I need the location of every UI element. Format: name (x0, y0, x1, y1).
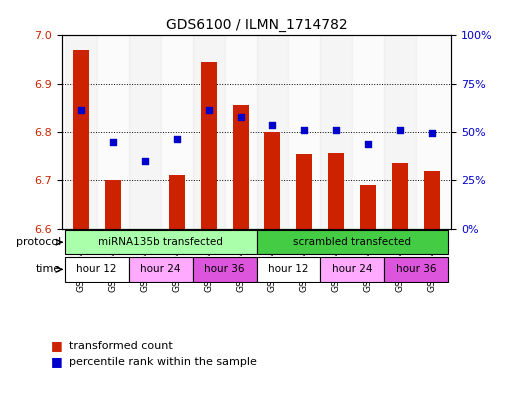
Point (300, 127, 308, 133)
FancyBboxPatch shape (384, 257, 448, 282)
Bar (321, 35, 352, 229)
Bar (392, 163, 408, 229)
Bar (424, 171, 440, 229)
Text: percentile rank within the sample: percentile rank within the sample (69, 356, 257, 367)
Bar (73, 50, 89, 229)
Bar (384, 35, 416, 229)
Point (172, 136, 181, 142)
Text: miRNA135b transfected: miRNA135b transfected (98, 237, 223, 247)
FancyBboxPatch shape (192, 257, 256, 282)
Text: ■: ■ (51, 355, 63, 368)
Bar (105, 180, 121, 229)
Bar (297, 154, 312, 229)
Bar (201, 62, 216, 229)
Point (205, 107, 213, 114)
Bar (169, 175, 185, 229)
Text: GDS6100 / ILMN_1714782: GDS6100 / ILMN_1714782 (166, 18, 347, 32)
Bar (360, 185, 377, 229)
Bar (288, 35, 321, 229)
Text: hour 36: hour 36 (396, 264, 437, 274)
Bar (352, 35, 384, 229)
Bar (256, 35, 288, 229)
Text: ■: ■ (51, 339, 63, 353)
FancyBboxPatch shape (129, 257, 192, 282)
Point (364, 141, 372, 147)
FancyBboxPatch shape (65, 230, 256, 254)
Point (396, 127, 404, 133)
Bar (129, 35, 161, 229)
Point (428, 130, 437, 137)
Text: hour 12: hour 12 (76, 264, 117, 274)
Text: protocol: protocol (16, 237, 61, 247)
Bar (65, 35, 97, 229)
Text: hour 24: hour 24 (141, 264, 181, 274)
Bar (416, 35, 448, 229)
FancyBboxPatch shape (321, 257, 384, 282)
Bar (232, 105, 248, 229)
Text: hour 24: hour 24 (332, 264, 372, 274)
Bar (161, 35, 192, 229)
Bar (265, 132, 281, 229)
Bar (192, 35, 225, 229)
FancyBboxPatch shape (65, 257, 129, 282)
Text: hour 12: hour 12 (268, 264, 309, 274)
Text: hour 36: hour 36 (204, 264, 245, 274)
Point (76, 107, 85, 114)
FancyBboxPatch shape (256, 230, 448, 254)
Point (268, 121, 277, 128)
Point (109, 138, 117, 145)
Text: scrambled transfected: scrambled transfected (293, 237, 411, 247)
FancyBboxPatch shape (256, 257, 321, 282)
Point (332, 127, 341, 133)
Bar (328, 153, 344, 229)
Bar (97, 35, 129, 229)
Point (141, 158, 149, 164)
Point (236, 114, 245, 121)
Text: time: time (36, 264, 61, 274)
Text: transformed count: transformed count (69, 341, 173, 351)
Bar (225, 35, 256, 229)
